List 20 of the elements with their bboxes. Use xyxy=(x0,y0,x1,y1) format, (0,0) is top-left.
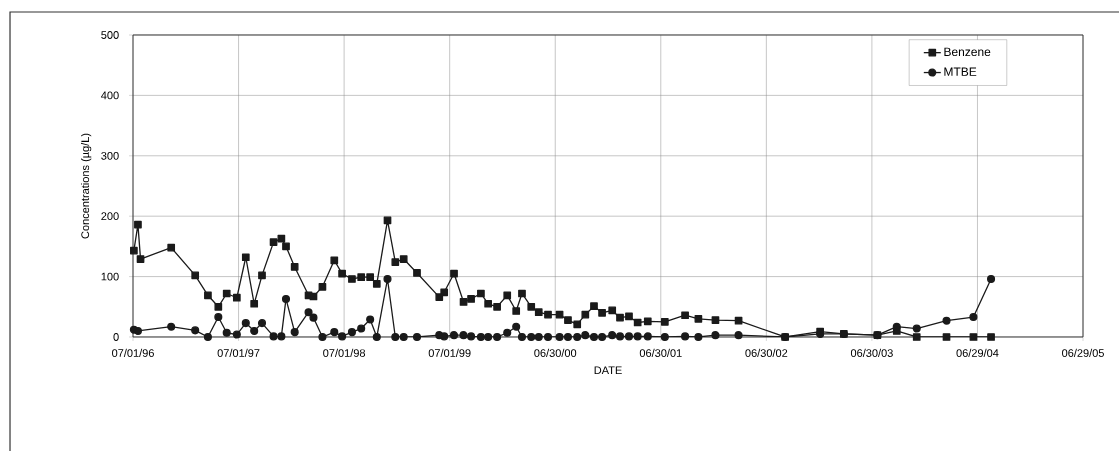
x-tick-label: 07/01/99 xyxy=(428,348,471,357)
y-tick-label: 0 xyxy=(113,333,119,341)
x-tick-label: 07/01/98 xyxy=(323,348,366,357)
x-tick-label: 06/30/01 xyxy=(639,348,682,357)
x-tick-label: 06/30/03 xyxy=(850,348,893,357)
x-tick-label: 06/30/00 xyxy=(534,348,577,357)
legend-label: MTBE xyxy=(944,67,977,76)
y-tick-label: 500 xyxy=(101,31,119,39)
x-axis-title: DATE xyxy=(594,366,622,375)
y-tick-label: 200 xyxy=(101,212,119,221)
x-tick-label: 07/01/97 xyxy=(217,348,260,357)
x-tick-label: 07/01/96 xyxy=(112,348,154,357)
x-tick-label: 06/29/04 xyxy=(956,348,999,357)
y-axis-title: Concentrations (µg/L) xyxy=(81,133,92,239)
y-tick-label: 300 xyxy=(101,151,119,160)
x-tick-label: 06/29/05 xyxy=(1062,348,1104,357)
legend-label: Benzene xyxy=(944,47,991,57)
y-tick-label: 100 xyxy=(101,272,119,281)
x-tick-label: 06/30/02 xyxy=(745,348,788,357)
y-tick-label: 400 xyxy=(101,91,119,100)
